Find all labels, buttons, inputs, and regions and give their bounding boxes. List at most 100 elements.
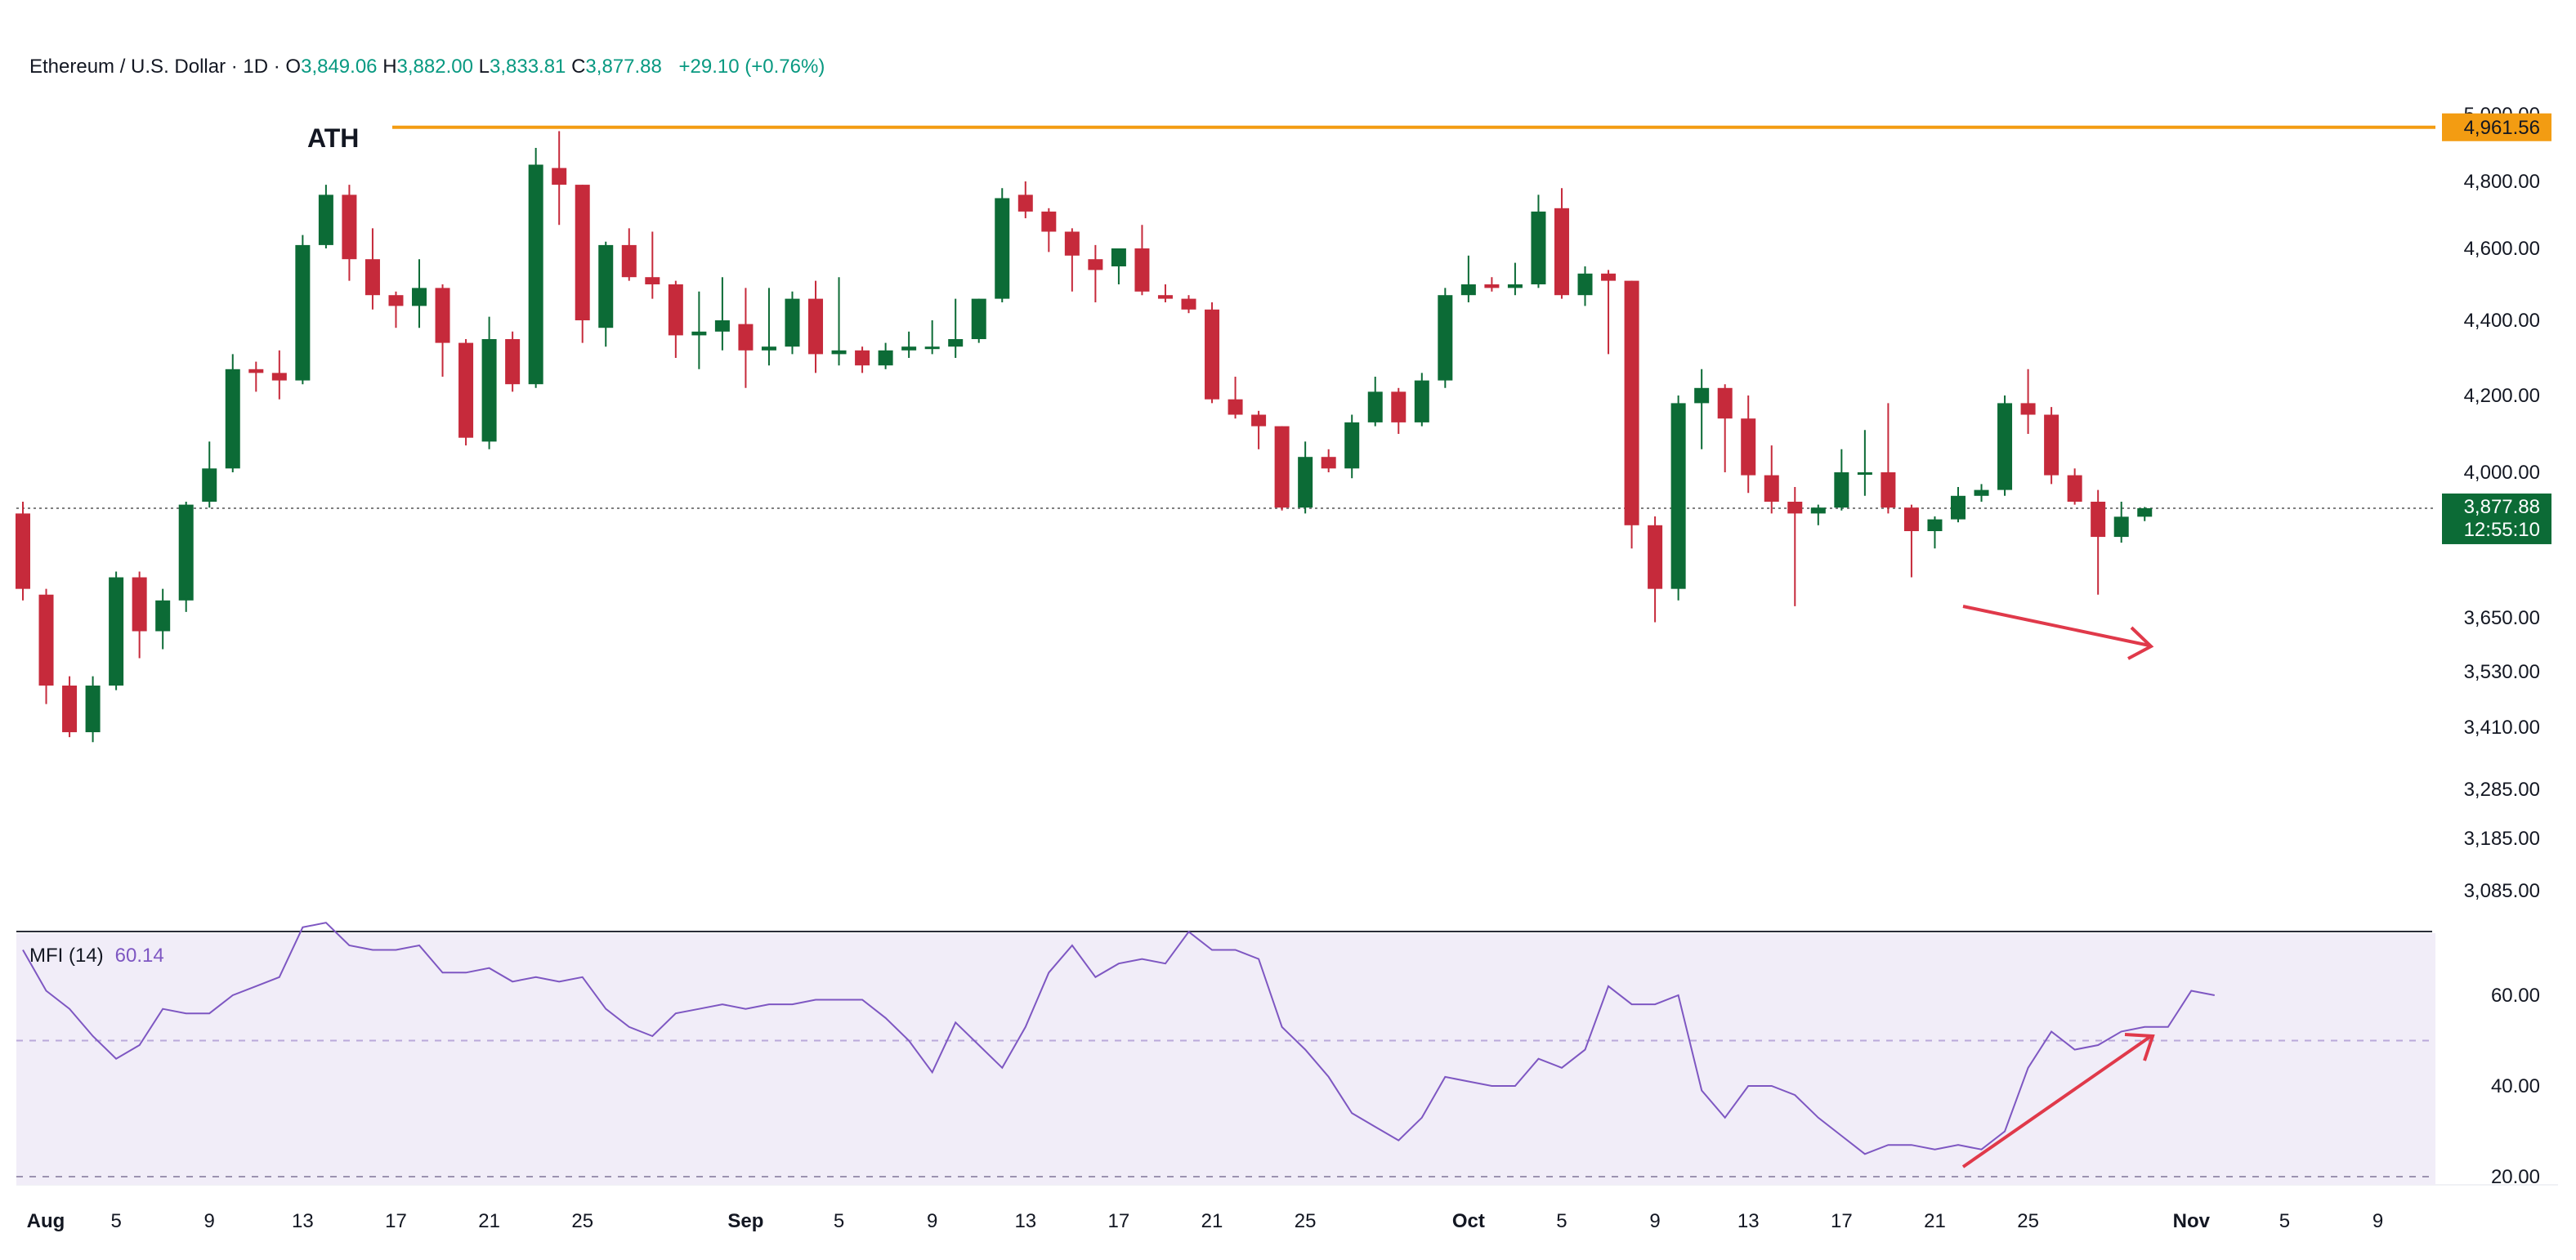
candle-body: [435, 288, 450, 343]
mfi-line-layer: [22, 922, 2215, 1155]
candle: [1414, 373, 1429, 427]
candle: [1601, 270, 1617, 355]
candle-body: [1414, 380, 1429, 422]
candle-body: [62, 686, 78, 733]
time-tick-label: 5: [110, 1210, 121, 1232]
price-tick-label: 3,085.00: [2464, 880, 2540, 902]
price-tick-label: 4,800.00: [2464, 171, 2540, 193]
candle-body: [924, 346, 940, 350]
candle-body: [552, 168, 567, 185]
candle-body: [971, 298, 986, 339]
symbol-label[interactable]: Ethereum / U.S. Dollar · 1D ·: [29, 56, 280, 78]
candle-body: [1834, 472, 1849, 508]
candle: [1997, 395, 2013, 496]
time-tick-label: 25: [1295, 1210, 1317, 1232]
candle-body: [785, 298, 800, 347]
high-value: 3,882.00: [396, 56, 473, 78]
candle-body: [1577, 273, 1593, 296]
candle: [1648, 516, 1663, 623]
candle: [202, 441, 217, 508]
candle-body: [1810, 507, 1826, 514]
candle: [16, 502, 30, 601]
candle-body: [831, 350, 847, 355]
last-tag-price: 3,877.88: [2464, 496, 2540, 518]
candle: [528, 148, 543, 388]
candle: [248, 361, 264, 392]
candle: [924, 320, 940, 355]
candle: [364, 228, 380, 310]
candle: [1484, 277, 1500, 292]
candle: [1903, 504, 1919, 578]
candle: [505, 331, 521, 392]
candle: [1017, 181, 1033, 219]
candle-body: [1088, 259, 1103, 270]
close-label: C: [571, 56, 586, 78]
candle: [62, 676, 78, 738]
candle-body: [1460, 284, 1476, 296]
candle-body: [1298, 457, 1313, 508]
ath-tag-bg: [2442, 113, 2551, 141]
price-divergence-arrow: [1962, 605, 2150, 647]
candle-body: [1741, 418, 1756, 476]
time-tick-label: 21: [1201, 1210, 1223, 1232]
candle: [1857, 430, 1872, 496]
candle: [785, 291, 800, 355]
low-value: 3,833.81: [489, 56, 566, 78]
candle: [1298, 441, 1313, 514]
candle: [1367, 377, 1383, 427]
candle: [831, 277, 847, 366]
time-tick-label: 25: [2017, 1210, 2039, 1232]
candle-body: [995, 198, 1010, 299]
candle: [1577, 266, 1593, 306]
candle-body: [1787, 502, 1803, 514]
candle-body: [1950, 495, 1966, 520]
ath-price-tag: 4,961.56: [2442, 113, 2551, 141]
time-tick-label: 21: [478, 1210, 500, 1232]
price-tick-label: 4,000.00: [2464, 462, 2540, 484]
candle: [1717, 384, 1733, 472]
candle-body: [109, 577, 124, 686]
candle-body: [878, 350, 893, 366]
mfi-series-line: [22, 922, 2215, 1155]
price-tick-label: 3,530.00: [2464, 661, 2540, 683]
last-tag-bg: [2442, 493, 2551, 544]
candle: [878, 342, 893, 369]
candle-body: [1927, 519, 1943, 531]
candle-body: [342, 194, 357, 260]
mfi-tick-label: 40.00: [2491, 1075, 2540, 1097]
candle: [948, 298, 964, 358]
candle: [1064, 228, 1080, 292]
candle-body: [364, 259, 380, 296]
time-tick-label: 13: [1014, 1210, 1036, 1232]
candle-body: [1717, 387, 1733, 419]
candle: [412, 259, 427, 328]
candle-body: [458, 342, 474, 438]
candle: [85, 676, 101, 743]
time-tick-label: 13: [1737, 1210, 1760, 1232]
open-label: O: [285, 56, 302, 78]
candle-body: [388, 295, 404, 306]
time-axis: Aug 5 9 13 17 21 25 Sep 5 9 13 17 21 25 Oct 5 9 13 17 21 25 N…: [27, 1210, 2384, 1232]
candle: [2137, 507, 2153, 521]
candle: [761, 288, 776, 366]
ath-label: ATH: [307, 123, 359, 153]
mfi-label[interactable]: MFI (14): [29, 945, 104, 967]
candle-body: [528, 164, 543, 385]
candle: [1741, 395, 1756, 494]
time-tick-label: 17: [1831, 1210, 1853, 1232]
candle-body: [2113, 516, 2129, 538]
mfi-tick-label: 20.00: [2491, 1166, 2540, 1188]
candle: [668, 280, 683, 358]
time-tick-label: Oct: [1452, 1210, 1485, 1232]
candle-body: [2020, 403, 2036, 415]
candle: [901, 331, 917, 358]
change-value: +29.10 (+0.76%): [678, 56, 825, 78]
ath-tag-text: 4,961.56: [2464, 117, 2540, 139]
candle: [1950, 487, 1966, 523]
candle-body: [1648, 525, 1663, 589]
candle: [1205, 302, 1220, 404]
low-label: L: [478, 56, 490, 78]
candle: [178, 502, 194, 612]
candle-body: [598, 244, 614, 328]
